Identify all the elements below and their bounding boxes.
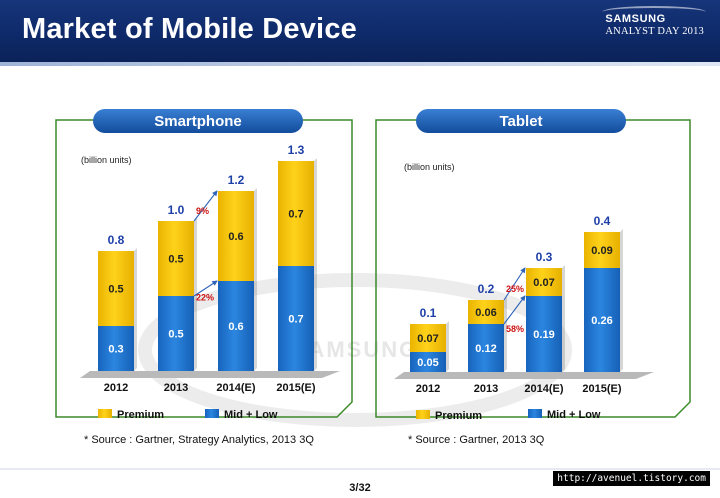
tablet-legend-midlow: Mid + Low: [547, 409, 601, 421]
tablet-bar-midlow-2014(E): [526, 296, 562, 372]
smartphone-unit-label: (billion units): [81, 155, 132, 165]
smartphone-title: Smartphone: [154, 113, 242, 130]
tablet-bar-premium-2013: [468, 300, 504, 324]
smartphone-total-2015(E): 1.3: [288, 143, 305, 157]
header-divider: [0, 62, 720, 66]
smartphone-category-2015(E): 2015(E): [276, 382, 315, 394]
tablet-label-premium-2014(E): 0.07: [533, 277, 554, 289]
page-number: 3/32: [349, 482, 371, 494]
smartphone-bar-midlow-2012: [98, 326, 134, 371]
tablet-total-2015(E): 0.4: [594, 214, 611, 228]
smartphone-bar-premium-2015(E): [278, 161, 314, 266]
smartphone-category-2014(E): 2014(E): [216, 382, 255, 394]
smartphone-growth-arrow-midlow: [193, 280, 218, 297]
smartphone-bar-side-2015(E): [314, 158, 317, 371]
tablet-label-midlow-2015(E): 0.26: [591, 315, 612, 327]
smartphone-growth-label-midlow: 22%: [196, 293, 214, 303]
smartphone-growth-arrow-premium: [193, 190, 218, 222]
smartphone-bar-side-2012: [134, 248, 137, 371]
smartphone-label-premium-2014(E): 0.6: [228, 231, 243, 243]
tablet-bar-premium-2012: [410, 324, 446, 352]
smartphone-label-midlow-2015(E): 0.7: [288, 314, 303, 326]
smartphone-bar-midlow-2014(E): [218, 281, 254, 371]
tablet-label-midlow-2012: 0.05: [417, 357, 438, 369]
tablet-panel-frame: [375, 119, 691, 418]
tablet-total-2012: 0.1: [420, 306, 437, 320]
smartphone-chart: 0.3 0.5 0.8 2012 0.5 0.5 1.0 2013 0.6 0.6 1.2 2014(…: [98, 143, 317, 394]
smartphone-legend-midlow: Mid + Low: [224, 409, 278, 421]
tablet-category-2015(E): 2015(E): [582, 383, 621, 395]
tablet-category-2012: 2012: [416, 383, 440, 395]
smartphone-label-premium-2015(E): 0.7: [288, 209, 303, 221]
smartphone-title-pill: [93, 109, 303, 133]
tablet-category-2014(E): 2014(E): [524, 383, 563, 395]
smartphone-label-midlow-2014(E): 0.6: [228, 321, 243, 333]
tablet-legend-midlow-swatch: [528, 409, 542, 418]
tablet-growth-label-premium: 25%: [506, 284, 524, 294]
tablet-label-midlow-2014(E): 0.19: [533, 329, 554, 341]
tablet-bar-premium-2014(E): [526, 268, 562, 296]
title-bar: Market of Mobile Device SAMSUNG ANALYST …: [0, 0, 720, 62]
smartphone-category-2013: 2013: [164, 382, 188, 394]
tablet-growth-arrow-premium: [503, 267, 526, 301]
tablet-title-pill: [416, 109, 626, 133]
tablet-bar-midlow-2013: [468, 324, 504, 372]
tablet-title: Tablet: [499, 113, 542, 130]
tablet-bar-midlow-2015(E): [584, 268, 620, 372]
smartphone-label-premium-2012: 0.5: [108, 284, 123, 296]
tablet-total-2013: 0.2: [478, 282, 495, 296]
smartphone-bar-premium-2013: [158, 221, 194, 296]
brand-name: SAMSUNG: [605, 13, 666, 25]
smartphone-bar-midlow-2015(E): [278, 266, 314, 371]
tablet-category-2013: 2013: [474, 383, 498, 395]
smartphone-source: * Source : Gartner, Strategy Analytics, …: [84, 434, 314, 446]
page-title: Market of Mobile Device: [22, 13, 357, 45]
blog-watermark: http://avenuel.tistory.com: [553, 471, 710, 486]
smartphone-bar-premium-2012: [98, 251, 134, 326]
background-logo-ring: [138, 273, 572, 427]
smartphone-total-2014(E): 1.2: [228, 173, 245, 187]
smartphone-legend-premium-swatch: [98, 409, 112, 418]
tablet-floor: [394, 372, 654, 379]
tablet-bar-side-2015(E): [620, 229, 623, 372]
tablet-bar-side-2014(E): [562, 265, 565, 372]
smartphone-legend-midlow-swatch: [205, 409, 219, 418]
tablet-bar-side-2013: [504, 297, 507, 372]
tablet-growth-label-midlow: 58%: [506, 324, 524, 334]
tablet-label-premium-2015(E): 0.09: [591, 245, 612, 257]
smartphone-growth-label-premium: 9%: [196, 206, 209, 216]
tablet-legend-premium-swatch: [416, 410, 430, 419]
tablet-bar-side-2012: [446, 321, 449, 372]
tablet-growth-arrow-midlow: [503, 295, 526, 325]
smartphone-label-midlow-2013: 0.5: [168, 329, 183, 341]
smartphone-bar-side-2014(E): [254, 188, 257, 371]
smartphone-total-2012: 0.8: [108, 233, 125, 247]
tablet-bar-premium-2015(E): [584, 232, 620, 268]
brand-logo: SAMSUNG ANALYST DAY 2013: [605, 13, 704, 37]
tablet-source: * Source : Gartner, 2013 3Q: [408, 434, 545, 446]
tablet-bar-midlow-2012: [410, 352, 446, 372]
tablet-chart: 0.05 0.07 0.1 2012 0.12 0.06 0.2 2013 0.19 0.07 0.…: [410, 214, 623, 395]
brand-event: ANALYST DAY 2013: [605, 26, 704, 37]
smartphone-total-2013: 1.0: [168, 203, 185, 217]
tablet-label-premium-2013: 0.06: [475, 307, 496, 319]
tablet-label-midlow-2013: 0.12: [475, 343, 496, 355]
smartphone-bar-premium-2014(E): [218, 191, 254, 281]
smartphone-bar-midlow-2013: [158, 296, 194, 371]
tablet-total-2014(E): 0.3: [536, 250, 553, 264]
smartphone-label-midlow-2012: 0.3: [108, 344, 123, 356]
smartphone-label-premium-2013: 0.5: [168, 254, 183, 266]
brand-swoosh-icon: [602, 6, 706, 18]
smartphone-floor: [80, 371, 340, 378]
tablet-label-premium-2012: 0.07: [417, 333, 438, 345]
smartphone-category-2012: 2012: [104, 382, 128, 394]
tablet-legend-premium: Premium: [435, 410, 482, 422]
tablet-unit-label: (billion units): [404, 162, 455, 172]
smartphone-legend-premium: Premium: [117, 409, 164, 421]
